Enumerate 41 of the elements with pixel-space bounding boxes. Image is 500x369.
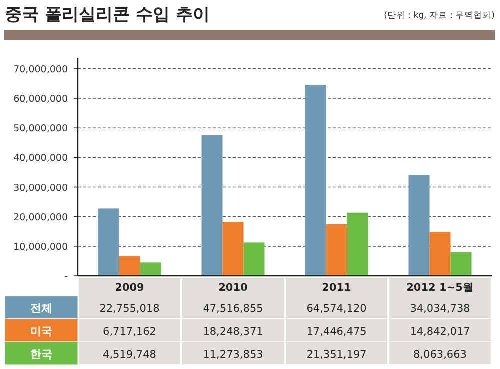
text: 전체	[30, 302, 52, 315]
text: 한국	[30, 348, 52, 361]
bar	[430, 232, 451, 276]
x-tick-label: 2009	[115, 282, 144, 294]
bar	[98, 208, 120, 276]
data-label: 64,574,120	[306, 303, 367, 315]
bar	[202, 135, 223, 276]
x-tick-label: 2011	[322, 282, 352, 294]
y-tick-label: 60,000,000	[14, 94, 68, 106]
bar	[450, 252, 472, 276]
bar	[347, 212, 368, 276]
chart-title: 중국 폴리실리콘 수입 추이	[5, 5, 210, 25]
data-label: 34,034,738	[410, 303, 470, 315]
data-label: 17,446,475	[306, 326, 367, 338]
y-tick-label: 20,000,000	[14, 212, 68, 224]
bar	[326, 224, 348, 276]
bar	[244, 242, 265, 276]
y-tick-label: 10,000,000	[14, 242, 68, 253]
text: (단위 : kg, 자료 : 무역협회)	[384, 11, 495, 21]
data-label: 18,248,371	[203, 326, 264, 338]
y-tick-label: -	[64, 272, 68, 282]
x-tick-label: 2010	[218, 282, 248, 294]
data-label: 11,273,853	[203, 349, 264, 361]
data-label: 22,755,018	[100, 303, 160, 315]
y-tick-label: 30,000,000	[14, 182, 68, 194]
data-label: 14,842,017	[410, 326, 470, 338]
bar	[305, 84, 326, 276]
text: 미국	[30, 325, 52, 338]
bar	[119, 256, 140, 276]
data-label: 4,519,748	[103, 349, 156, 361]
bar	[408, 175, 430, 276]
data-label: 6,717,162	[103, 326, 156, 338]
bar	[222, 222, 244, 276]
y-tick-label: 40,000,000	[14, 153, 68, 164]
x-tick-label: 2012 1~5월	[406, 282, 474, 294]
data-label: 8,063,663	[414, 349, 467, 361]
data-label: 47,516,855	[203, 303, 264, 315]
y-tick-label: 70,000,000	[14, 64, 68, 76]
data-label: 21,351,197	[306, 349, 367, 361]
y-tick-label: 50,000,000	[14, 124, 68, 135]
bar	[140, 262, 162, 276]
